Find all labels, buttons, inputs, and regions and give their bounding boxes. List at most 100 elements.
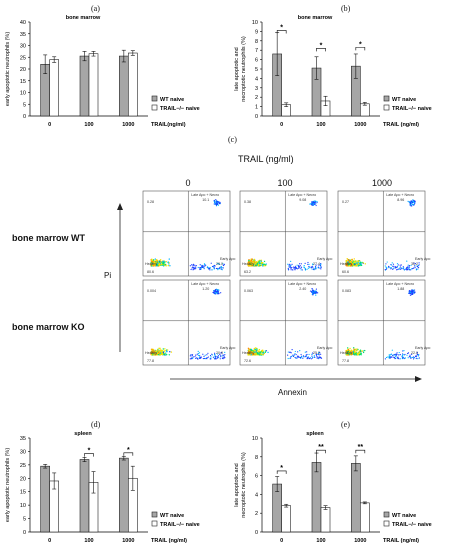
legend-swatch	[151, 95, 158, 102]
x-axis-label: TRAIL (ng/ml)	[383, 538, 419, 544]
event-dot	[258, 352, 260, 354]
event-dot	[299, 265, 301, 267]
event-dot	[406, 267, 409, 269]
event-dot	[197, 354, 199, 356]
event-dot	[350, 260, 352, 262]
event-dot	[347, 348, 350, 351]
event-dot	[208, 267, 211, 269]
event-dot	[385, 268, 388, 270]
event-dot	[414, 291, 416, 293]
event-dot	[403, 268, 406, 271]
event-dot	[417, 267, 420, 269]
panel-label-b: (b)	[341, 4, 351, 13]
event-dot	[348, 263, 351, 266]
panel-label-c: (c)	[228, 135, 237, 144]
event-dot	[260, 261, 263, 264]
event-dot	[312, 264, 314, 266]
event-dot	[224, 357, 226, 359]
event-dot	[407, 352, 410, 354]
event-dot	[199, 267, 201, 269]
bar	[79, 459, 90, 533]
event-dot	[217, 204, 219, 206]
event-dot	[311, 267, 313, 269]
event-dot	[361, 350, 364, 352]
event-dot	[384, 265, 386, 267]
event-dot	[250, 349, 253, 352]
event-dot	[192, 266, 194, 268]
event-dot	[207, 352, 209, 354]
event-dot	[407, 357, 409, 359]
event-dot	[202, 357, 204, 360]
event-dot	[356, 260, 359, 262]
event-dot	[410, 268, 413, 270]
event-dot	[396, 265, 399, 267]
event-dot	[311, 265, 313, 268]
event-dot	[392, 268, 394, 270]
quadrant-value: 0.083	[342, 289, 351, 293]
event-dot	[262, 262, 264, 264]
event-dot	[219, 353, 221, 356]
event-dot	[247, 352, 249, 355]
bar	[311, 462, 322, 533]
event-dot	[223, 355, 225, 357]
event-dot	[261, 264, 264, 266]
event-dot	[198, 357, 201, 360]
event-dot	[220, 265, 222, 268]
event-dot	[254, 261, 256, 263]
event-dot	[296, 264, 298, 266]
chart-title: bone marrow	[298, 15, 333, 21]
event-dot	[311, 268, 313, 270]
event-dot	[220, 292, 222, 294]
event-dot	[206, 266, 209, 268]
event-dot	[249, 263, 251, 265]
event-dot	[409, 293, 411, 295]
event-dot	[305, 354, 307, 356]
event-dot	[152, 351, 155, 354]
event-dot	[398, 354, 400, 356]
event-dot	[205, 264, 207, 266]
y-tick-label: 5	[255, 67, 258, 73]
event-dot	[317, 352, 320, 354]
event-dot	[399, 354, 401, 356]
event-dot	[219, 268, 221, 270]
event-dot	[191, 264, 193, 266]
event-dot	[308, 265, 310, 268]
event-dot	[212, 356, 215, 358]
event-dot	[189, 265, 191, 267]
event-dot	[307, 261, 309, 264]
event-dot	[214, 356, 216, 358]
event-dot	[293, 267, 295, 270]
event-dot	[165, 350, 168, 352]
quadrant-title: Late Apo + Necro	[386, 282, 414, 286]
event-dot	[166, 349, 169, 351]
quadrant-title: Early Apo	[220, 257, 235, 261]
event-dot	[263, 352, 266, 355]
event-dot	[211, 265, 214, 268]
event-dot	[390, 356, 392, 359]
event-dot	[164, 348, 166, 350]
flow-header: TRAIL (ng/ml)	[238, 154, 294, 164]
event-dot	[393, 265, 395, 267]
event-dot	[195, 265, 197, 267]
annexin-axis-label: Annexin	[278, 388, 307, 397]
event-dot	[289, 266, 292, 268]
event-dot	[152, 265, 155, 267]
pi-axis-label: Pi	[104, 271, 112, 280]
event-dot	[301, 356, 303, 358]
event-dot	[393, 356, 396, 359]
event-dot	[154, 354, 156, 356]
y-tick-label: 6	[255, 474, 258, 480]
event-dot	[198, 352, 201, 354]
event-dot	[313, 203, 315, 205]
legend-swatch	[383, 104, 390, 111]
quadrant-title: Healthy	[340, 351, 352, 355]
y-tick-label: 8	[255, 455, 258, 461]
event-dot	[247, 264, 249, 267]
event-dot	[293, 355, 295, 357]
event-dot	[260, 260, 262, 262]
event-dot	[413, 357, 415, 359]
event-dot	[412, 358, 415, 360]
event-dot	[311, 291, 313, 293]
event-dot	[290, 352, 292, 354]
event-dot	[295, 357, 297, 359]
